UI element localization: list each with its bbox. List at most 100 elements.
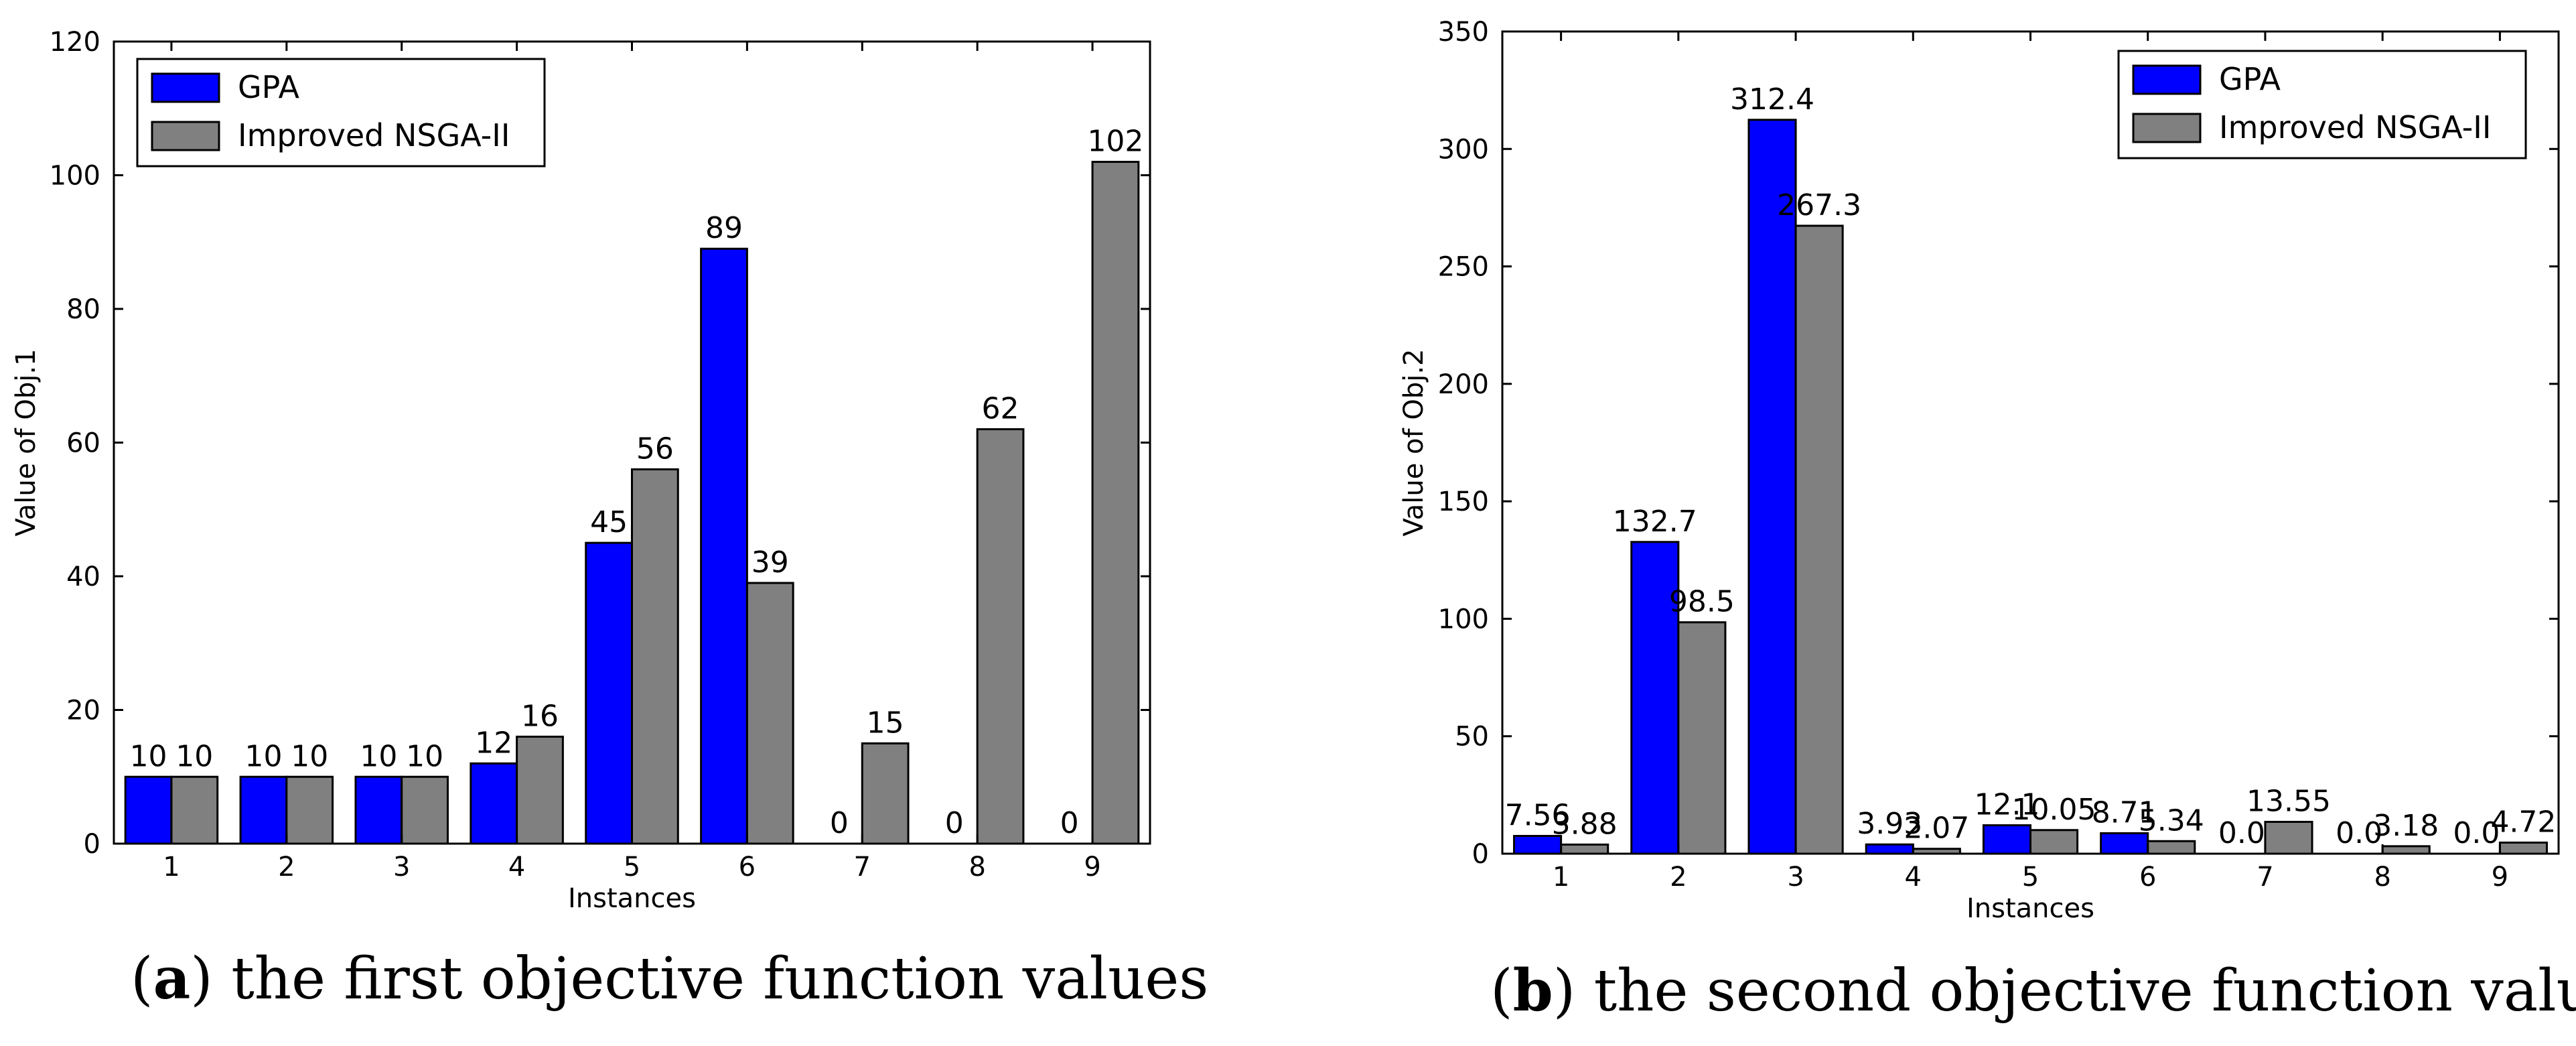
x-tick-label: 9 <box>1084 852 1100 882</box>
data-label: 10.05 <box>2012 793 2096 827</box>
chart-b: 7.56 132.7 312.4 3.93 12.1 8.71 0.0 0.0 0.0 3.88 9… <box>1399 17 2560 924</box>
data-label: 3.18 <box>2373 809 2439 843</box>
legend-swatch-gpa <box>151 72 220 103</box>
data-label: 8.71 <box>2092 795 2157 830</box>
bar-improved-nsga-ii-3 <box>1794 224 1844 855</box>
legend-label: GPA <box>2219 61 2281 97</box>
x-axis-title: Instances <box>568 883 696 914</box>
y-tick-label: 60 <box>66 428 100 459</box>
data-label: 10 <box>175 739 213 773</box>
data-label: 16 <box>521 699 559 733</box>
bar-gpa-3 <box>1747 119 1797 855</box>
data-label: 3.88 <box>1552 807 1618 841</box>
bar-improved-nsga-ii-5 <box>2029 829 2079 855</box>
data-label: 56 <box>636 432 674 466</box>
data-label: 12.1 <box>1974 788 2040 822</box>
data-label: 39 <box>752 545 789 580</box>
x-tick-label: 5 <box>624 852 640 882</box>
bar-improved-nsga-ii-6 <box>2147 840 2196 855</box>
x-tick-label: 4 <box>1905 862 1922 893</box>
bar-improved-nsga-ii-8 <box>2381 845 2431 855</box>
legend-swatch-improved-nsga-ii <box>2132 113 2202 143</box>
x-tick-label: 9 <box>2492 862 2508 893</box>
caption-a: (a) the first objective function values <box>131 945 1209 1012</box>
caption-b: (b) the second objective function values <box>1490 957 2576 1025</box>
x-tick-label: 2 <box>1670 862 1687 893</box>
x-tick-label: 5 <box>2022 862 2039 893</box>
bar-improved-nsga-ii-1 <box>1560 843 1609 855</box>
y-tick-label: 200 <box>1438 369 1489 400</box>
y-tick-label: 300 <box>1438 134 1489 165</box>
legend: GPA Improved NSGA-II <box>2117 50 2527 159</box>
y-tick-label: 100 <box>50 161 100 192</box>
x-tick-label: 7 <box>2257 862 2273 893</box>
bar-improved-nsga-ii-9 <box>1091 161 1140 845</box>
data-label: 45 <box>590 505 628 539</box>
data-label: 7.56 <box>1505 798 1571 832</box>
data-label: 3.93 <box>1857 807 1922 841</box>
legend-swatch-gpa <box>2132 64 2202 95</box>
data-label: 10 <box>291 739 328 773</box>
y-tick-label: 0 <box>84 829 100 860</box>
bar-improved-nsga-ii-5 <box>631 468 679 845</box>
data-label: 10 <box>244 739 282 773</box>
data-label: 13.55 <box>2246 784 2331 818</box>
bar-gpa-2 <box>239 775 288 845</box>
data-label: 89 <box>705 211 743 245</box>
data-label: 102 <box>1087 125 1143 159</box>
bar-improved-nsga-ii-2 <box>285 775 334 845</box>
y-tick-label: 350 <box>1438 17 1489 48</box>
bar-improved-nsga-ii-9 <box>2498 841 2548 855</box>
bar-improved-nsga-ii-7 <box>861 742 910 845</box>
legend-swatch-improved-nsga-ii <box>151 121 220 151</box>
x-tick-label: 1 <box>1553 862 1569 893</box>
data-label: 0.0 <box>2336 816 2382 850</box>
data-label: 4.72 <box>2490 805 2556 839</box>
legend-label: Improved NSGA-II <box>2219 109 2491 145</box>
data-label: 10 <box>130 739 167 773</box>
bar-improved-nsga-ii-6 <box>745 582 794 845</box>
bar-gpa-1 <box>124 775 173 845</box>
data-label: 5.34 <box>2139 803 2204 838</box>
x-tick-label: 7 <box>854 852 871 882</box>
data-label: 10 <box>406 739 443 773</box>
x-tick-label: 6 <box>739 852 756 882</box>
y-tick-label: 80 <box>66 294 100 325</box>
data-label: 132.7 <box>1613 505 1697 539</box>
data-label: 15 <box>867 706 904 740</box>
bar-improved-nsga-ii-2 <box>1677 621 1727 855</box>
y-tick-label: 250 <box>1438 252 1489 283</box>
y-tick-label: 150 <box>1438 486 1489 517</box>
bar-gpa-2 <box>1630 541 1680 855</box>
x-tick-label: 1 <box>163 852 180 882</box>
y-axis-title: Value of Obj.1 <box>11 349 42 537</box>
x-tick-label: 3 <box>393 852 410 882</box>
data-label: 62 <box>982 392 1019 426</box>
x-tick-label: 2 <box>278 852 295 882</box>
data-label: 312.4 <box>1730 82 1814 117</box>
data-label: 0 <box>830 806 849 840</box>
data-label: 0 <box>945 806 964 840</box>
data-label: 0 <box>1060 806 1079 840</box>
y-tick-label: 40 <box>66 562 100 592</box>
x-tick-label: 6 <box>2139 862 2156 893</box>
data-label: 0.0 <box>2218 816 2265 850</box>
data-label: 2.07 <box>1904 811 1969 846</box>
data-label: 98.5 <box>1669 585 1735 619</box>
x-tick-label: 8 <box>969 852 985 882</box>
x-axis-title: Instances <box>1966 893 2094 924</box>
y-tick-label: 120 <box>50 27 100 58</box>
bar-gpa-4 <box>470 762 518 845</box>
y-tick-label: 0 <box>1472 839 1489 870</box>
bar-improved-nsga-ii-4 <box>516 735 564 845</box>
y-tick-label: 100 <box>1438 604 1489 635</box>
x-tick-label: 8 <box>2374 862 2390 893</box>
bar-gpa-4 <box>1865 843 1914 855</box>
bar-gpa-6 <box>700 247 748 845</box>
bar-improved-nsga-ii-8 <box>976 428 1025 845</box>
x-tick-label: 4 <box>508 852 525 882</box>
data-label: 0.0 <box>2453 816 2500 850</box>
x-tick-label: 3 <box>1787 862 1804 893</box>
